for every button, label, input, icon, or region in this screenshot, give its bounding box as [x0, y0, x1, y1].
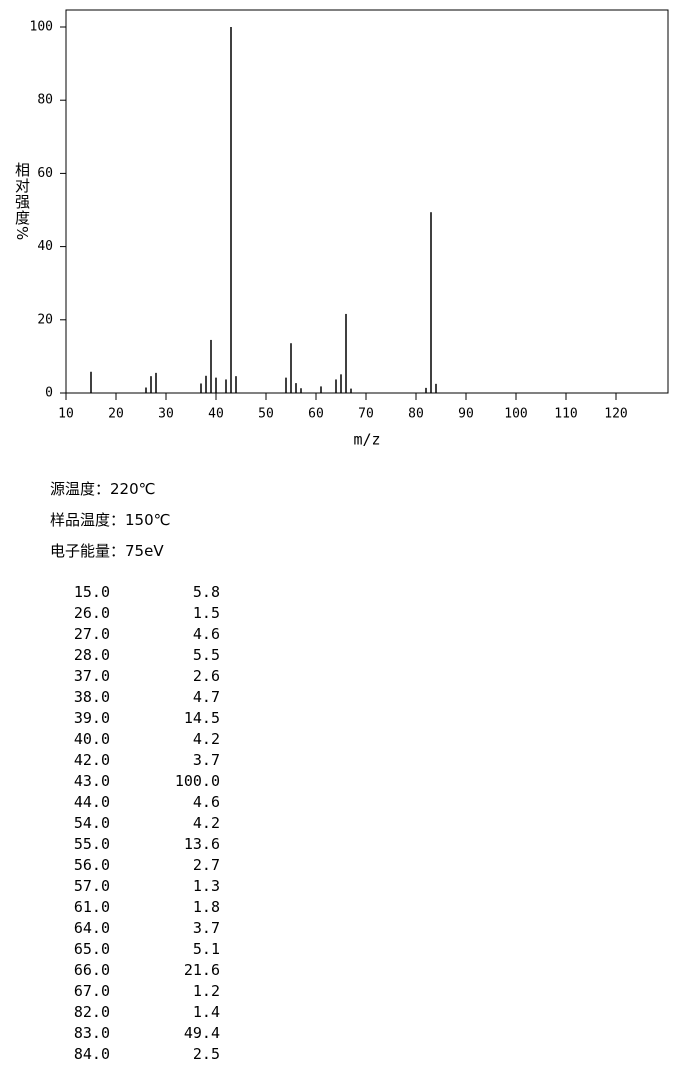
mz-cell: 43.0	[73, 772, 110, 790]
intensity-cell: 49.4	[183, 1024, 220, 1042]
mz-cell: 28.0	[73, 646, 110, 664]
intensity-cell: 3.7	[192, 919, 220, 937]
peak	[215, 377, 217, 393]
x-tick-label: 70	[358, 407, 374, 422]
mz-cell: 61.0	[73, 898, 110, 916]
mz-cell: 54.0	[73, 814, 110, 832]
intensity-cell: 1.3	[192, 877, 220, 895]
plot-frame	[65, 9, 669, 394]
peak	[335, 379, 337, 393]
mz-cell: 82.0	[73, 1003, 110, 1021]
mz-cell: 42.0	[73, 751, 110, 769]
intensity-cell: 2.6	[192, 667, 220, 685]
peak	[205, 375, 207, 393]
peak	[225, 379, 227, 393]
x-tick-label: 30	[158, 407, 174, 422]
peak	[155, 372, 157, 393]
peak	[345, 313, 347, 393]
mz-cell: 57.0	[73, 877, 110, 895]
intensity-cell: 1.8	[192, 898, 220, 916]
intensity-cell: 4.2	[192, 814, 220, 832]
peak	[235, 376, 237, 393]
mz-cell: 37.0	[73, 667, 110, 685]
mz-cell: 64.0	[73, 919, 110, 937]
x-tick-label: 50	[258, 407, 274, 422]
peak	[430, 212, 432, 393]
mz-cell: 84.0	[73, 1045, 110, 1063]
peak	[150, 376, 152, 393]
intensity-cell: 4.7	[192, 688, 220, 706]
y-tick-label: 40	[37, 239, 53, 254]
y-tick-label: 100	[30, 20, 53, 35]
x-tick-label: 20	[108, 407, 124, 422]
mz-cell: 26.0	[73, 604, 110, 622]
intensity-cell: 2.7	[192, 856, 220, 874]
mz-cell: 27.0	[73, 625, 110, 643]
chart: m/z 10 20 30 40 50 60 70 80 90 100 110 120 0 20 40 60 80…	[30, 9, 669, 449]
y-tick-label: 60	[37, 166, 53, 181]
x-tick-label: 100	[504, 407, 527, 422]
y-axis-label: 相对强度%	[13, 162, 31, 242]
intensity-cell: 1.4	[192, 1003, 220, 1021]
peak	[425, 387, 427, 393]
intensity-cell: 13.6	[183, 835, 220, 853]
peak	[435, 383, 437, 393]
intensity-cell: 5.5	[192, 646, 220, 664]
mz-cell: 55.0	[73, 835, 110, 853]
intensity-cell: 21.6	[183, 961, 220, 979]
mz-cell: 67.0	[73, 982, 110, 1000]
info-line: 样品温度：150℃	[50, 511, 171, 529]
x-tick-label: 80	[408, 407, 424, 422]
intensity-cell: 100.0	[174, 772, 220, 790]
peak	[340, 374, 342, 393]
peak	[295, 383, 297, 393]
x-tick-label: 110	[554, 407, 577, 422]
y-tick-label: 0	[45, 386, 53, 401]
mz-cell: 83.0	[73, 1024, 110, 1042]
peak	[230, 27, 232, 393]
y-tick-label: 80	[37, 93, 53, 108]
mz-cell: 44.0	[73, 793, 110, 811]
peak	[285, 377, 287, 393]
peak	[145, 387, 147, 393]
y-tick-label: 20	[37, 312, 53, 327]
mz-cell: 39.0	[73, 709, 110, 727]
x-tick-label: 120	[604, 407, 627, 422]
info-line: 电子能量：75eV	[50, 542, 164, 560]
intensity-cell: 1.5	[192, 604, 220, 622]
x-tick-label: 40	[208, 407, 224, 422]
intensity-cell: 3.7	[192, 751, 220, 769]
peak	[300, 388, 302, 393]
intensity-cell: 5.8	[192, 583, 220, 601]
peak	[200, 383, 202, 393]
x-axis-label: m/z	[353, 431, 380, 449]
peak	[210, 339, 212, 393]
mz-cell: 65.0	[73, 940, 110, 958]
intensity-cell: 2.5	[192, 1045, 220, 1063]
intensity-cell: 5.1	[192, 940, 220, 958]
info-line: 源温度：220℃	[50, 480, 156, 498]
mz-cell: 15.0	[73, 583, 110, 601]
x-tick-label: 10	[58, 407, 74, 422]
x-tick-label: 60	[308, 407, 324, 422]
peak	[290, 343, 292, 393]
peak	[320, 386, 322, 393]
intensity-cell: 4.6	[192, 793, 220, 811]
intensity-cell: 14.5	[183, 709, 220, 727]
intensity-cell: 4.6	[192, 625, 220, 643]
mz-cell: 66.0	[73, 961, 110, 979]
mz-cell: 40.0	[73, 730, 110, 748]
peak	[90, 371, 92, 393]
mz-cell: 38.0	[73, 688, 110, 706]
mz-cell: 56.0	[73, 856, 110, 874]
intensity-cell: 1.2	[192, 982, 220, 1000]
intensity-cell: 4.2	[192, 730, 220, 748]
peak	[350, 388, 352, 393]
x-tick-label: 90	[458, 407, 474, 422]
